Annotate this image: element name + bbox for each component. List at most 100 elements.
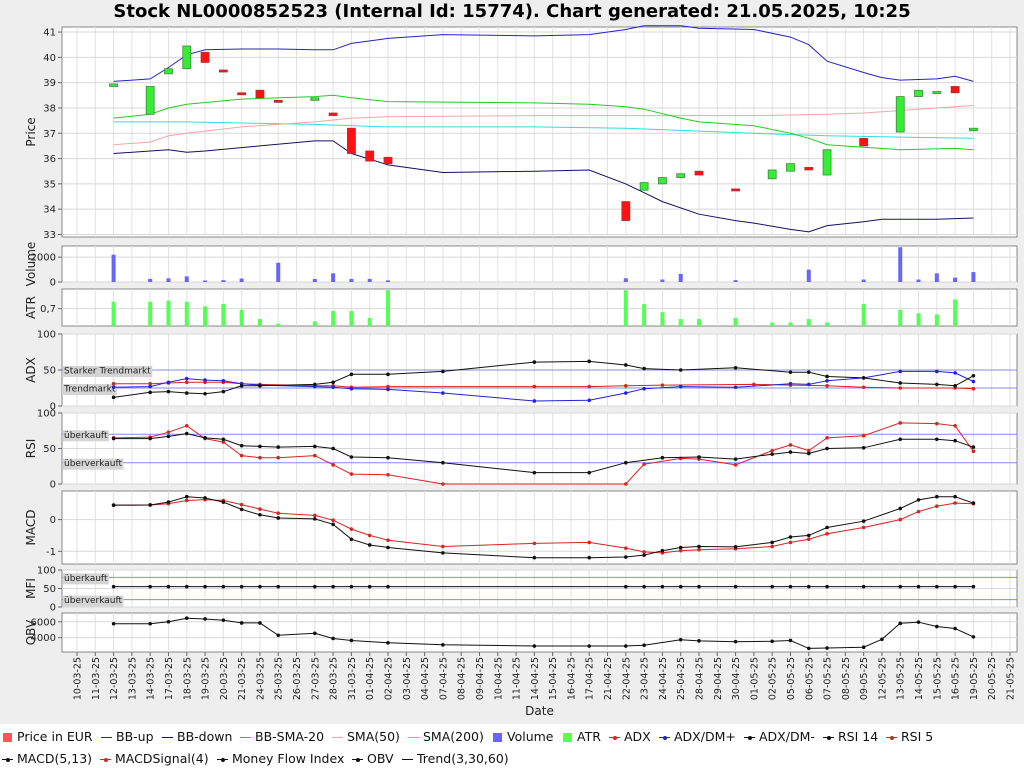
rsi5-line-point [898,421,903,425]
legend-symbol-icon [886,731,897,743]
price-candle [237,92,247,96]
x-tick-label: 18-03-25 [182,657,193,700]
y-tick-label: 50 [43,366,56,377]
rsi14-line-point [313,444,317,449]
atr-panel-area [61,288,1018,327]
mfi-line-point [825,584,829,589]
atr-bar [953,299,958,326]
dm-minus-line-point [642,366,646,371]
obv-line-point [587,644,592,648]
mfi-line-point [971,584,976,589]
macd-line-point [733,545,738,549]
legend-label: ATR [577,729,601,744]
mfi-line-point [386,584,390,589]
reference-label: Trendmarkt [63,385,116,395]
price-candle [255,89,265,99]
dm-plus-line-point [733,385,738,390]
obv-line-point [221,618,226,622]
price-candle [347,127,356,154]
y-tick-label: 0 [50,515,56,526]
macd-line-point [861,519,866,523]
legend-symbol-icon [823,731,834,743]
dm-plus-line-point [971,379,976,384]
x-tick-label: 21-04-25 [603,657,614,700]
x-tick-label: 28-04-25 [695,657,706,700]
atr-bar [367,317,372,326]
price-candle [859,137,869,147]
obv-line-point [184,616,189,620]
macd-line-point [770,540,774,545]
mfi-line-point [367,584,372,589]
y-tick-label: 33 [43,230,56,241]
rsi5-line-point [386,472,390,477]
volume-bar [184,276,189,282]
reference-label: überverkauft [64,596,123,606]
x-tick-label: 07-05-25 [823,657,834,700]
macd-signal-line-point [587,540,592,545]
dm-minus-line-point [386,372,390,377]
dm-minus-line-point [733,366,738,370]
macd-line-point [806,533,811,538]
dm-plus-line-point [532,399,537,403]
obv-panel-area [61,612,1018,653]
macd-signal-line-point [953,501,957,505]
macd-signal-line-point [624,546,628,550]
x-tick-label: 17-03-25 [164,657,175,700]
atr-bar [239,309,244,326]
rsi14-line-point [331,446,335,451]
dm-plus-line-point [184,376,189,381]
atr-bar [111,301,116,326]
volume-bar [660,279,665,282]
legend-item: Volume [492,729,554,744]
volume-bar [148,278,153,282]
macd-signal-line-point [441,544,445,549]
rsi14-line-point [825,446,829,451]
rsi14-line-point [898,437,903,442]
dm-minus-line-point [898,381,903,385]
price-candle [145,86,155,115]
macd-line-point [166,500,171,504]
atr-bar [788,322,793,326]
price-candle [328,112,338,116]
bb-sma20-line [113,94,974,151]
y-axis-label: OBV [24,619,38,645]
macd-signal-line-point [184,498,189,503]
dm-minus-line-point [239,384,244,388]
rsi5-line-point [258,455,262,460]
volume-bar [276,262,281,282]
volume-bar [916,279,921,282]
rsi14-line-point [111,436,116,441]
volume-bar [971,272,976,282]
legend-label: BB-down [177,729,233,744]
mfi-line-point [166,584,171,589]
obv-line-point [111,621,116,626]
atr-bar [276,323,281,326]
y-tick-label: 38 [43,103,56,114]
price-candle [182,45,192,70]
legend-label: RSI 14 [838,729,879,744]
price-candle [164,68,173,75]
legend-symbol-icon [332,731,343,743]
legend-item: RSI 14 [823,729,878,744]
mfi-line-point [788,584,793,589]
dm-minus-line-point [825,374,829,379]
legend-label: MACD(5,13) [17,751,93,766]
rsi14-line-point [806,451,811,456]
adx-line-point [624,384,628,388]
x-tick-label: 14-05-25 [914,657,925,700]
rsi14-line-point [166,434,171,439]
mfi-line-point [733,584,738,589]
macd-panel-area [61,490,1018,565]
y-tick-label: 50 [43,444,56,455]
legend-symbol-icon [352,753,363,765]
dm-minus-line-point [678,368,683,372]
adx-line-point [752,382,756,387]
adx-line-point [660,383,665,387]
adx-line-point [825,384,829,388]
legend-label: MACDSignal(4) [115,751,209,766]
dm-plus-line-point [788,381,793,386]
rsi14-line-point [733,457,738,461]
rsi14-line-point [258,444,262,449]
obv-line-point [770,639,774,644]
obv-line-point [898,621,903,626]
